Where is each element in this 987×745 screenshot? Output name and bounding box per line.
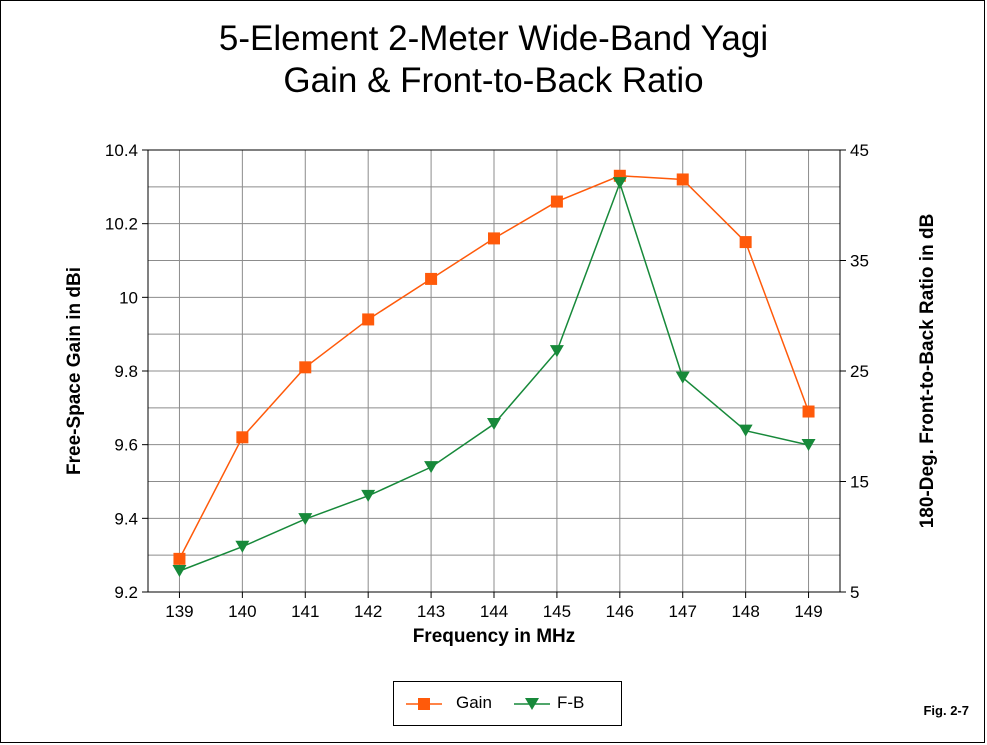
data-point bbox=[424, 461, 439, 474]
y-axis-ticks: 9.2 9.4 9.6 9.8 10 10.2 10.4 bbox=[105, 141, 148, 602]
data-point bbox=[425, 272, 438, 285]
x-tick-label: 140 bbox=[228, 602, 256, 621]
y2-tick-label: 45 bbox=[850, 141, 869, 160]
data-point bbox=[487, 418, 501, 431]
x-tick-label: 145 bbox=[543, 602, 571, 621]
legend: Gain F-B bbox=[393, 681, 622, 726]
x-tick-label: 142 bbox=[354, 602, 382, 621]
data-point bbox=[676, 173, 689, 186]
legend-item-fb: F-B bbox=[512, 682, 622, 725]
data-point bbox=[738, 424, 753, 437]
x-tick-label: 139 bbox=[165, 602, 193, 621]
data-point bbox=[362, 313, 375, 326]
y-axis-label: Free-Space Gain in dBi bbox=[64, 267, 85, 475]
x-axis-label: Frequency in MHz bbox=[413, 626, 576, 647]
x-tick-label: 148 bbox=[731, 602, 759, 621]
y2-axis-ticks: 5 15 25 35 45 bbox=[840, 141, 869, 602]
data-point bbox=[361, 489, 376, 502]
data-point bbox=[235, 540, 250, 553]
x-tick-label: 141 bbox=[291, 602, 319, 621]
legend-gain-label: Gain bbox=[456, 693, 492, 712]
figure-label: Fig. 2-7 bbox=[923, 703, 969, 718]
y-tick-label: 9.2 bbox=[114, 583, 138, 602]
y-tick-label: 10.2 bbox=[105, 215, 138, 234]
x-tick-label: 146 bbox=[606, 602, 634, 621]
data-point bbox=[299, 361, 312, 374]
y2-tick-label: 15 bbox=[850, 473, 869, 492]
data-point bbox=[612, 177, 627, 190]
legend-fb-swatch bbox=[514, 698, 550, 710]
series-gain bbox=[173, 169, 815, 565]
grid-lines bbox=[148, 150, 840, 592]
chart-title-line-2: Gain & Front-to-Back Ratio bbox=[283, 61, 704, 100]
data-point bbox=[801, 439, 816, 452]
legend-fb-label: F-B bbox=[557, 693, 585, 712]
y-tick-label: 9.8 bbox=[114, 362, 138, 381]
legend-gain-swatch bbox=[406, 698, 442, 710]
data-point bbox=[739, 236, 752, 249]
x-tick-label: 144 bbox=[480, 602, 508, 621]
data-point bbox=[298, 513, 313, 526]
series-layer bbox=[172, 169, 816, 578]
y-tick-label: 10 bbox=[119, 288, 138, 307]
x-axis-ticks: 139 140 141 142 143 144 145 146 147 148 149 bbox=[165, 592, 823, 621]
data-point bbox=[172, 565, 187, 578]
y2-tick-label: 25 bbox=[850, 362, 869, 381]
chart-title-line-1: 5-Element 2-Meter Wide-Band Yagi bbox=[218, 19, 769, 58]
x-tick-label: 149 bbox=[794, 602, 822, 621]
data-point bbox=[236, 431, 249, 444]
data-point bbox=[549, 345, 564, 358]
y-tick-label: 10.4 bbox=[105, 141, 138, 160]
x-tick-label: 147 bbox=[669, 602, 697, 621]
data-point bbox=[675, 371, 690, 384]
series-f-b bbox=[172, 177, 816, 578]
data-point bbox=[550, 195, 563, 208]
data-point bbox=[488, 232, 500, 245]
data-point bbox=[802, 405, 815, 418]
y2-axis-label: 180-Deg. Front-to-Back Ratio in dB bbox=[917, 214, 938, 529]
data-point bbox=[173, 552, 186, 565]
y2-tick-label: 5 bbox=[850, 583, 859, 602]
chart-title: 5-Element 2-Meter Wide-Band Yagi Gain & … bbox=[0, 18, 987, 102]
y-tick-label: 9.4 bbox=[114, 509, 138, 528]
y-tick-label: 9.6 bbox=[114, 436, 138, 455]
y2-tick-label: 35 bbox=[850, 252, 869, 271]
legend-item-gain: Gain bbox=[404, 682, 514, 725]
x-tick-label: 143 bbox=[417, 602, 445, 621]
